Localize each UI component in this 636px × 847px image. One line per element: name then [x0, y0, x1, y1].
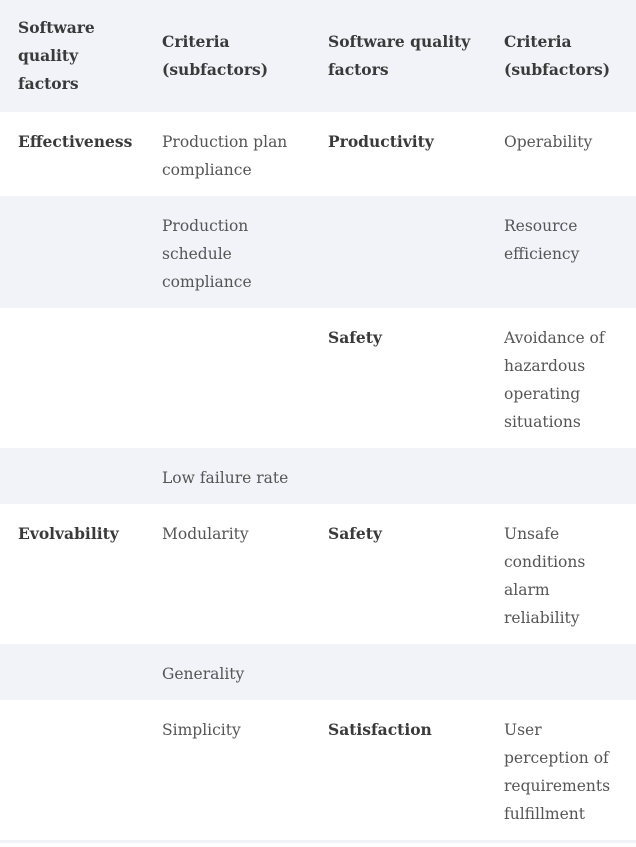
- row-4-criteria-2: [486, 448, 636, 504]
- row-5-criteria-2: Unsafe conditions alarm reliability: [504, 525, 586, 627]
- header-factors-2: Software quality factors: [328, 32, 471, 79]
- row-6-criteria-1: Generality: [162, 665, 245, 683]
- row-4-factor-2: [310, 448, 486, 504]
- row-1-factor-2: Productivity: [328, 132, 434, 151]
- row-2-criteria-1: Production schedule compliance: [162, 217, 252, 291]
- table-row: Safety Avoidance of hazardous operating …: [0, 308, 636, 448]
- table-row: Simplicity Satisfaction User perception …: [0, 700, 636, 842]
- row-6-factor-2: [310, 644, 486, 700]
- row-3-criteria-1: [144, 308, 310, 448]
- row-6-criteria-2: [486, 644, 636, 700]
- table-row: Evolvability Modularity Safety Unsafe co…: [0, 504, 636, 644]
- row-7-criteria-2: User perception of requirements fulfillm…: [504, 721, 611, 823]
- row-4-factor-1: [0, 448, 144, 504]
- table-row: Production schedule compliance Resource …: [0, 196, 636, 308]
- row-1-criteria-2: Operability: [504, 133, 593, 151]
- table-row: Low failure rate: [0, 448, 636, 504]
- table-header: Software quality factors Criteria (subfa…: [0, 0, 636, 112]
- row-6-factor-1: [0, 644, 144, 700]
- row-3-criteria-2: Avoidance of hazardous operating situati…: [504, 329, 605, 431]
- row-2-criteria-2: Resource efficiency: [504, 217, 580, 263]
- row-2-factor-2: [310, 196, 486, 308]
- row-1-criteria-1: Production plan compliance: [162, 133, 288, 179]
- row-3-factor-2: Safety: [328, 328, 382, 347]
- header-factors-1: Software quality factors: [18, 18, 95, 93]
- table-row: Effectiveness Production plan compliance…: [0, 112, 636, 196]
- row-4-criteria-1: Low failure rate: [162, 469, 289, 487]
- row-5-criteria-1: Modularity: [162, 525, 249, 543]
- row-7-factor-2: Satisfaction: [328, 720, 432, 739]
- row-3-factor-1: [0, 308, 144, 448]
- header-criteria-2: Criteria (subfactors): [504, 32, 611, 79]
- table-row: Generality: [0, 644, 636, 700]
- table-body: Effectiveness Production plan compliance…: [0, 112, 636, 842]
- row-7-factor-1: [0, 700, 144, 842]
- header-row: Software quality factors Criteria (subfa…: [0, 0, 636, 112]
- row-2-factor-1: [0, 196, 144, 308]
- row-7-criteria-1: Simplicity: [162, 721, 241, 739]
- header-criteria-1: Criteria (subfactors): [162, 32, 269, 79]
- row-5-factor-2: Safety: [328, 524, 382, 543]
- row-1-factor-1: Effectiveness: [18, 132, 133, 151]
- row-5-factor-1: Evolvability: [18, 524, 119, 543]
